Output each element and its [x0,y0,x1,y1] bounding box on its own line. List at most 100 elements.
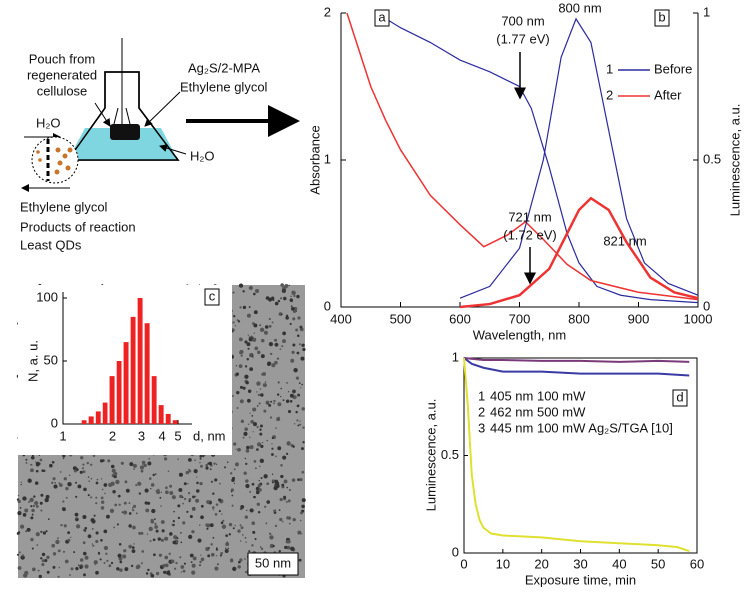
tem-particle [164,555,169,560]
x-axis-label: Wavelength, nm [473,327,566,342]
tem-particle [110,481,115,486]
tem-particle [191,530,195,534]
tem-particle [100,478,103,480]
tem-particle [31,513,34,516]
tem-particle [53,484,58,489]
tem-particle [296,419,299,422]
tem-particle [279,297,283,300]
tem-particle [239,385,243,389]
tem-particle [38,454,40,457]
tem-particle [171,523,174,526]
tem-particle [301,504,305,509]
tem-particle [266,500,271,504]
tem-particle [20,524,25,529]
tem-particle [80,456,84,460]
tem-particle [256,442,262,447]
y-tick-label: 1 [452,349,459,364]
tem-particle [285,540,290,544]
tem-particle [247,347,250,350]
legend-number: 1 [478,388,485,403]
tem-particle [91,519,96,524]
tem-particle [35,504,39,508]
tem-particle [246,358,249,361]
tem-particle [155,571,160,576]
bar [81,420,87,424]
tem-particle [103,483,108,487]
tem-particle [277,381,280,384]
tem-particle [124,480,128,484]
tem-particle [212,509,215,511]
tem-particle [253,323,258,328]
tem-particle [260,444,264,448]
tem-particle [95,570,99,575]
tem-particle [215,463,218,465]
tem-particle [297,478,300,481]
tem-particle [176,537,179,540]
tem-particle [107,459,111,463]
tem-particle [178,472,183,477]
tem-particle [276,393,280,396]
tem-particle [41,559,45,563]
tem-particle [64,559,69,564]
tem-particle [280,474,284,479]
tem-particle [17,511,22,516]
tem-particle [212,492,215,495]
tem-particle [70,536,72,539]
legend-number: 3 [478,420,485,435]
tem-particle [253,460,257,463]
tem-particle [145,508,150,513]
tem-particle [70,567,74,571]
tem-particle [116,567,120,571]
tem-particle [16,532,20,535]
tem-particle [249,436,251,439]
scale-box [247,552,299,576]
tem-particle [196,476,198,478]
tem-particle [58,566,61,569]
tem-particle [157,537,161,541]
tem-particle [289,393,294,398]
tem-particle [192,495,196,499]
tem-particle [232,291,235,294]
tem-particle [253,422,257,427]
tem-particle [131,546,135,549]
x-axis-label: Exposure time, min [525,572,636,587]
tem-particle [125,488,130,493]
tem-particle [230,490,233,493]
tem-particle [130,564,134,568]
tem-particle [211,506,215,509]
tem-particle [196,489,200,493]
tem-particle [133,468,135,470]
tem-particle [96,478,99,481]
tem-particle [212,536,215,539]
tem-particle [180,531,182,534]
tem-particle [239,399,244,404]
y-tick-label: 0 [452,544,459,559]
panel-label-box [654,9,670,27]
x-tick-label: 5 [174,428,181,443]
tem-particle [289,523,291,525]
tem-particle [20,481,23,484]
tem-particle [103,529,108,534]
tem-particle [185,470,190,475]
tem-particle [135,484,138,487]
tem-particle [152,538,156,542]
legend-label: 445 nm 100 mW Ag₂S/TGA [10] [490,420,673,435]
tem-particle [100,539,103,542]
tem-particle [251,544,254,547]
tem-particle [296,351,300,355]
tem-particle [95,531,99,535]
tem-particle [25,461,28,464]
tem-particle [116,523,119,526]
tem-particle [287,499,291,503]
tem-particle [299,519,302,522]
tem-particle [22,513,27,517]
tem-particle [213,462,216,465]
tem-particle [244,340,248,344]
tem-particle [283,479,288,484]
tem-particle [285,316,289,320]
tem-particle [264,505,267,508]
tem-particle [283,296,287,301]
tem-particle [84,555,89,560]
tem-particle [236,406,239,409]
